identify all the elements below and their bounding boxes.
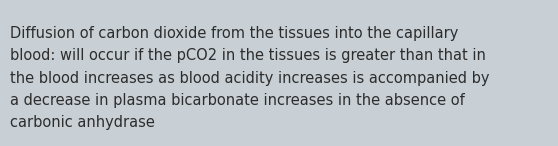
Text: Diffusion of carbon dioxide from the tissues into the capillary
blood: will occu: Diffusion of carbon dioxide from the tis…: [10, 26, 489, 130]
